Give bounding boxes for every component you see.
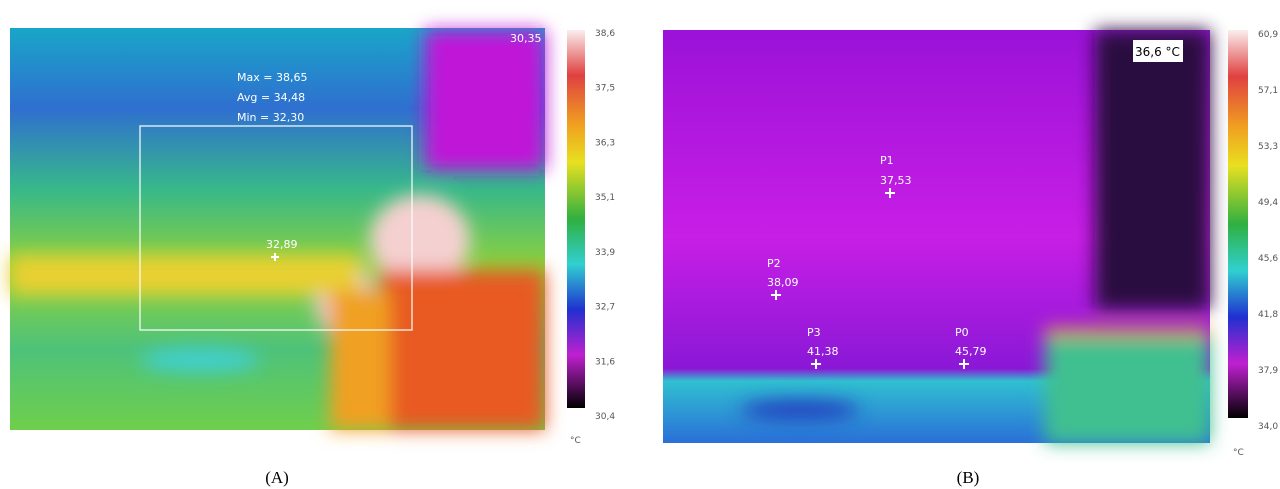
scale-tick-label: 49,4: [1258, 198, 1278, 208]
unit: °C: [570, 436, 581, 446]
point-label: P0: [955, 326, 969, 339]
scale-tick-label: 31,6: [595, 357, 615, 367]
scale-tick-label: 35,1: [595, 193, 615, 203]
unit: °C: [1233, 448, 1244, 458]
scale-tick-label: 37,9: [1258, 366, 1278, 376]
scale-tick-label: 32,7: [595, 303, 615, 313]
scale-tick-label: 60,9: [1258, 30, 1278, 40]
stat: Max = 38,65: [237, 71, 307, 84]
thermal-image-a: 30,35 Max = 38,65 Avg = 34,48 Min = 32,3…: [10, 28, 545, 430]
scale-tick-label: 36,3: [595, 138, 615, 148]
scale-tick-label: 34,0: [1258, 422, 1278, 432]
figure: 30,35 Max = 38,65 Avg = 34,48 Min = 32,3…: [0, 0, 1280, 489]
point-reading: 38,09: [767, 276, 799, 289]
scale-tick-label: 53,3: [1258, 142, 1278, 152]
scale-tick-label: 38,6: [595, 29, 615, 39]
point-reading: 37,53: [880, 174, 912, 187]
caption: (A): [265, 468, 289, 487]
color-scale: [567, 30, 585, 408]
point-label: P3: [807, 326, 821, 339]
point-reading: 32,89: [266, 238, 298, 251]
scale-tick-label: 33,9: [595, 248, 615, 258]
point-label: P1: [880, 154, 894, 167]
spot-reading: 36,6 °C: [1135, 45, 1180, 59]
corner-reading: 30,35: [510, 32, 542, 45]
stat: Avg = 34,48: [237, 91, 305, 104]
point-reading: 41,38: [807, 345, 839, 358]
scale-tick-label: 57,1: [1258, 86, 1278, 96]
scale-tick-label: 30,4: [595, 412, 615, 422]
scale-tick-label: 41,8: [1258, 310, 1278, 320]
caption: (B): [957, 468, 980, 487]
thermal-image-b: 36,6 °C P1 37,53 P2 38,09 P3 41,38 P0 45…: [663, 30, 1210, 443]
color-scale: [1228, 30, 1248, 418]
stat: Min = 32,30: [237, 111, 304, 124]
point-reading: 45,79: [955, 345, 987, 358]
scale-tick-label: 37,5: [595, 84, 615, 94]
scale-tick-label: 45,6: [1258, 254, 1278, 264]
point-label: P2: [767, 257, 781, 270]
